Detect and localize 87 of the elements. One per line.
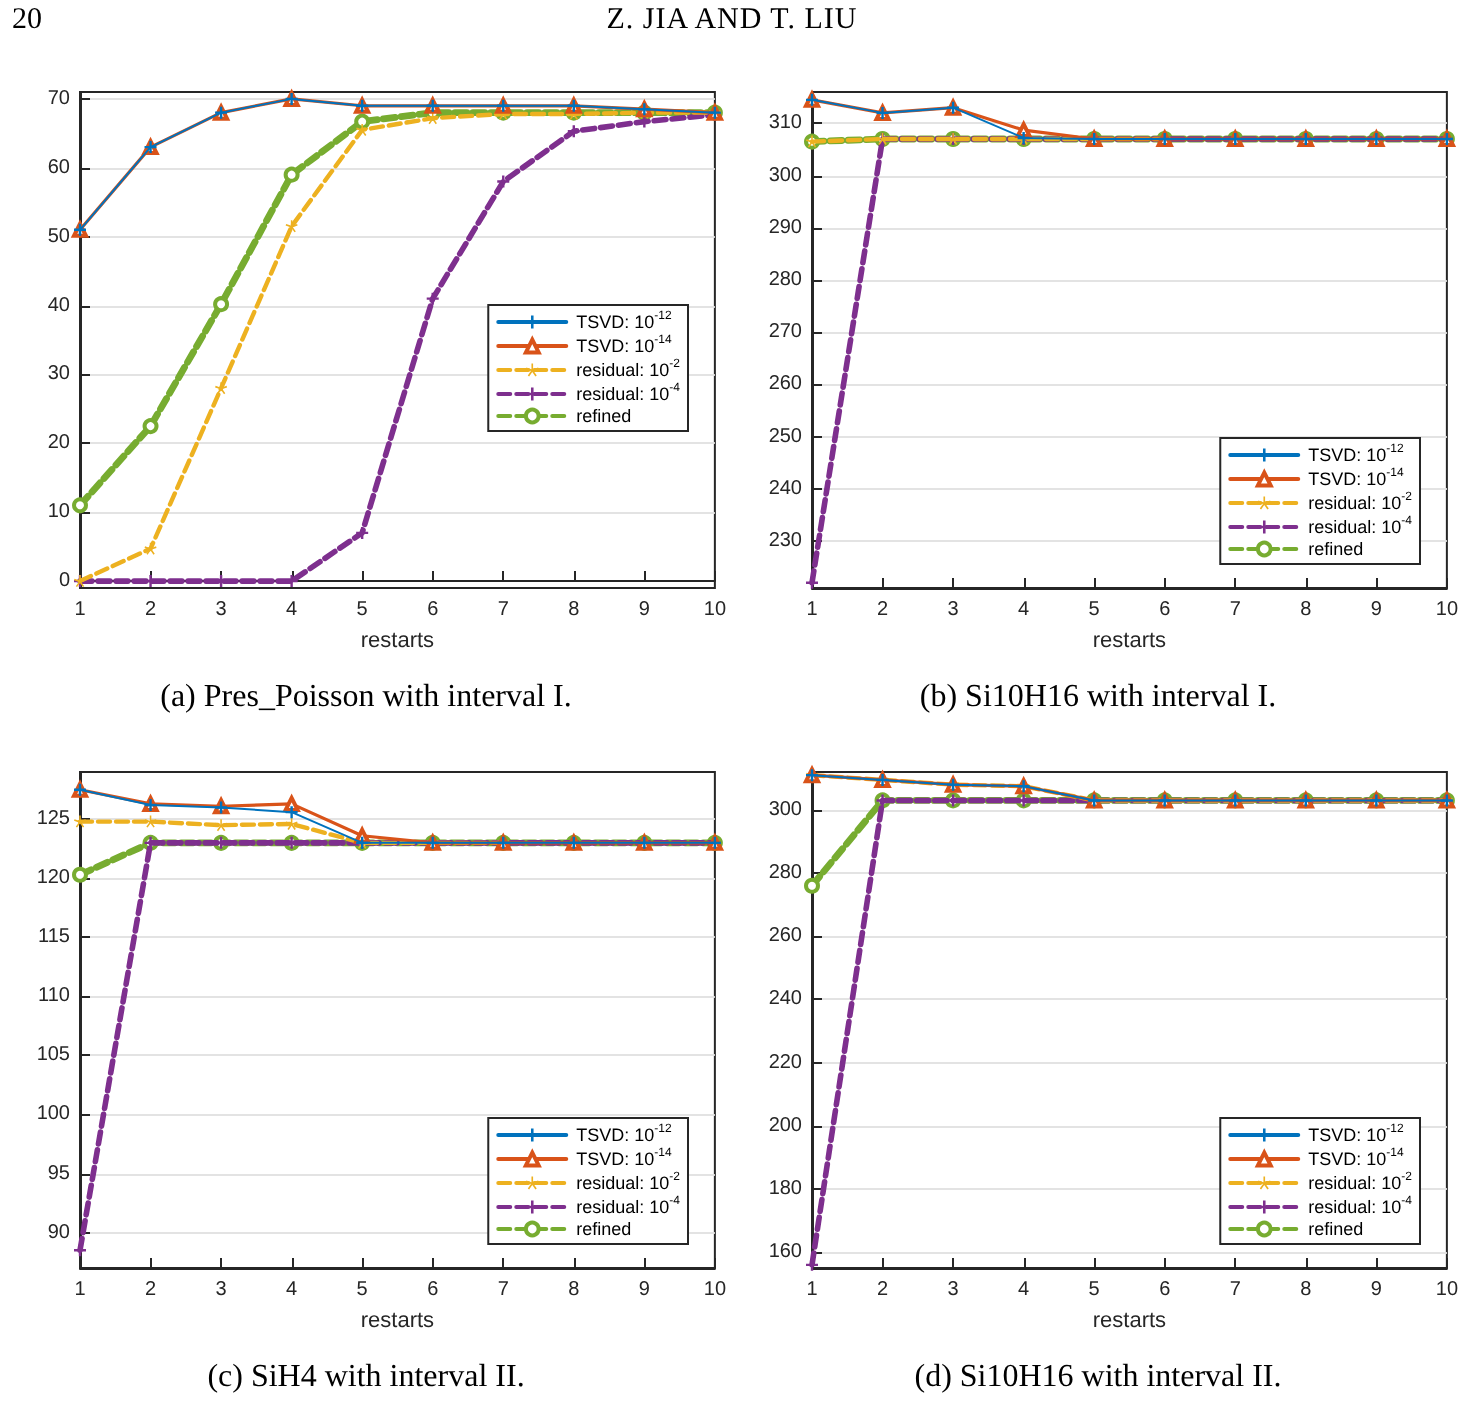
x-tick-label: 7 xyxy=(1229,599,1242,621)
x-tick-label: 3 xyxy=(947,599,960,621)
x-axis-title: restarts xyxy=(360,628,436,653)
y-tick-label: 240 xyxy=(768,988,803,1011)
y-tick-label: 95 xyxy=(47,1162,71,1185)
text: 20 xyxy=(12,4,42,38)
y-tick-label: 60 xyxy=(47,156,71,179)
x-tick-label: 10 xyxy=(1435,1279,1459,1301)
y-tick-label: 20 xyxy=(47,432,71,455)
x-tick-label: 6 xyxy=(1159,1279,1172,1301)
x-tick-label: 4 xyxy=(286,1279,299,1301)
x-tick-label: 9 xyxy=(1370,599,1383,621)
y-tick-label: 280 xyxy=(768,862,803,885)
x-tick-label: 8 xyxy=(1300,1279,1313,1301)
x-tick-label: 9 xyxy=(1370,1279,1383,1301)
x-tick-label: 3 xyxy=(947,1279,960,1301)
y-tick-label: 70 xyxy=(47,87,71,110)
x-tick-label: 7 xyxy=(497,1279,510,1301)
y-tick-label: 270 xyxy=(768,321,803,344)
y-tick-label: 300 xyxy=(768,164,803,187)
x-tick-label: 6 xyxy=(1159,599,1172,621)
y-tick-label: 120 xyxy=(36,867,71,890)
x-tick-label: 10 xyxy=(1435,599,1459,621)
x-tick-label: 7 xyxy=(497,599,510,621)
x-tick-label: 8 xyxy=(568,1279,581,1301)
y-tick-label: 110 xyxy=(38,985,71,1008)
x-tick-label: 4 xyxy=(1018,1279,1031,1301)
x-tick-label: 1 xyxy=(74,599,87,621)
y-tick-label: 300 xyxy=(768,798,803,821)
x-tick-label: 2 xyxy=(144,599,157,621)
x-tick-label: 9 xyxy=(638,1279,651,1301)
x-tick-label: 5 xyxy=(356,1279,369,1301)
y-tick-label: 260 xyxy=(768,373,803,396)
legend-label: refined xyxy=(576,406,632,426)
x-tick-label: 8 xyxy=(1300,599,1313,621)
x-axis-title: restarts xyxy=(1092,628,1168,653)
y-tick-label: 250 xyxy=(768,425,803,448)
x-tick-label: 6 xyxy=(427,1279,440,1301)
x-tick-label: 10 xyxy=(703,1279,727,1301)
legend-label: refined xyxy=(1308,539,1364,559)
y-tick-label: 30 xyxy=(47,363,71,386)
x-axis-title: restarts xyxy=(360,1308,436,1333)
x-tick-label: 5 xyxy=(356,599,369,621)
y-tick-label: 90 xyxy=(47,1221,71,1244)
x-tick-label: 1 xyxy=(806,1279,819,1301)
y-tick-label: 240 xyxy=(768,477,803,500)
x-tick-label: 2 xyxy=(876,1279,889,1301)
y-tick-label: 290 xyxy=(768,216,803,239)
x-tick-label: 4 xyxy=(286,599,299,621)
y-tick-label: 10 xyxy=(47,501,71,524)
text: Z. JIA AND T. LIU xyxy=(606,4,858,36)
x-tick-label: 10 xyxy=(703,599,727,621)
y-tick-label: 40 xyxy=(47,294,71,317)
x-tick-label: 2 xyxy=(144,1279,157,1301)
y-tick-label: 220 xyxy=(768,1051,803,1074)
x-axis-title: restarts xyxy=(1092,1308,1168,1333)
y-tick-label: 125 xyxy=(36,808,71,831)
text: (a) Pres_Poisson with interval I. xyxy=(158,680,574,716)
legend-label: refined xyxy=(1308,1219,1364,1239)
y-tick-label: 160 xyxy=(768,1241,803,1264)
x-tick-label: 5 xyxy=(1088,1279,1101,1301)
y-tick-label: 115 xyxy=(38,926,71,949)
y-tick-label: 50 xyxy=(47,225,71,248)
y-tick-label: 310 xyxy=(768,112,803,135)
y-tick-label: 100 xyxy=(36,1103,71,1126)
y-tick-label: 260 xyxy=(768,925,803,948)
x-tick-label: 6 xyxy=(427,599,440,621)
y-tick-label: 0 xyxy=(58,570,71,593)
y-tick-label: 230 xyxy=(768,530,803,553)
x-tick-label: 4 xyxy=(1018,599,1031,621)
x-tick-label: 8 xyxy=(568,599,581,621)
y-tick-label: 280 xyxy=(768,268,803,291)
y-tick-label: 105 xyxy=(36,1044,71,1067)
x-tick-label: 1 xyxy=(74,1279,87,1301)
x-tick-label: 3 xyxy=(215,599,228,621)
text: (d) Si10H16 with interval II. xyxy=(912,1360,1284,1396)
x-tick-label: 2 xyxy=(876,599,889,621)
text: (b) Si10H16 with interval I. xyxy=(917,680,1279,716)
text: (c) SiH4 with interval II. xyxy=(205,1360,527,1396)
y-tick-label: 200 xyxy=(768,1114,803,1137)
x-tick-label: 5 xyxy=(1088,599,1101,621)
x-tick-label: 9 xyxy=(638,599,651,621)
legend-label: refined xyxy=(576,1219,632,1239)
y-tick-label: 180 xyxy=(768,1178,803,1201)
x-tick-label: 7 xyxy=(1229,1279,1242,1301)
x-tick-label: 3 xyxy=(215,1279,228,1301)
x-tick-label: 1 xyxy=(806,599,819,621)
